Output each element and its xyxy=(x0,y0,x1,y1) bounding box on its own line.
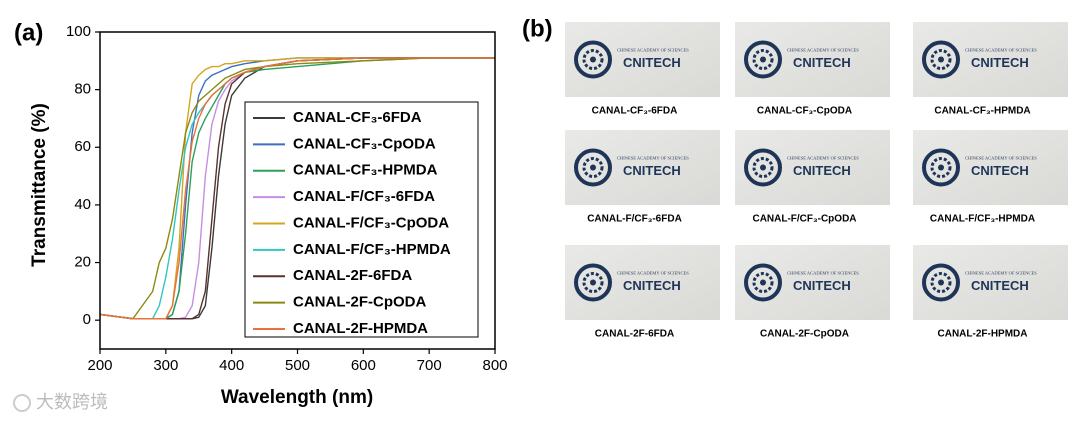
photo-caption: CANAL-2F-HPMDA xyxy=(938,329,1028,340)
photo-caption: CANAL-2F-CpODA xyxy=(760,329,849,340)
logo-ring xyxy=(574,263,612,302)
photo-logo: CNITECH xyxy=(623,163,681,178)
photo-org: CHINESE ACADEMY OF SCIENCES xyxy=(965,271,1037,276)
photo: CHINESE ACADEMY OF SCIENCES CNITECH xyxy=(735,130,890,205)
photo-caption: CANAL-CF₃-CpODA xyxy=(757,106,852,117)
x-tick-label: 800 xyxy=(482,357,507,374)
logo-core xyxy=(938,56,944,63)
photo: CHINESE ACADEMY OF SCIENCES CNITECH xyxy=(565,22,720,97)
x-tick-label: 300 xyxy=(153,357,178,374)
legend-label: CANAL-CF₃-CpODA xyxy=(293,135,436,152)
logo-ring xyxy=(744,40,782,79)
logo-inner xyxy=(582,157,604,178)
logo-inner xyxy=(930,272,952,293)
line xyxy=(99,57,495,320)
line xyxy=(99,57,495,320)
legend-label: CANAL-2F-6FDA xyxy=(293,267,412,284)
logo-core xyxy=(938,164,944,171)
logo-ring xyxy=(922,148,960,187)
photo-caption: CANAL-F/CF₃-HPMDA xyxy=(930,214,1035,225)
watermark: 大数跨境 xyxy=(36,392,108,412)
y-tick-label: 60 xyxy=(74,138,91,155)
logo-ring xyxy=(574,40,612,79)
photo: CHINESE ACADEMY OF SCIENCES CNITECH xyxy=(565,130,720,205)
photo-org: CHINESE ACADEMY OF SCIENCES xyxy=(787,271,859,276)
legend-label: CANAL-2F-CpODA xyxy=(293,294,426,311)
y-tick-label: 80 xyxy=(74,81,91,98)
legend-label: CANAL-CF₃-HPMDA xyxy=(293,162,438,179)
panel-label: (a) xyxy=(14,19,43,46)
photo-logo: CNITECH xyxy=(793,163,851,178)
legend-label: CANAL-F/CF₃-CpODA xyxy=(293,214,449,231)
x-tick-label: 700 xyxy=(417,357,442,374)
photo-logo: CNITECH xyxy=(793,278,851,293)
photo: CHINESE ACADEMY OF SCIENCES CNITECH xyxy=(913,22,1068,97)
logo-ring xyxy=(574,148,612,187)
logo-core xyxy=(938,279,944,286)
logo-inner xyxy=(752,49,774,70)
logo-inner xyxy=(930,49,952,70)
photo-org: CHINESE ACADEMY OF SCIENCES xyxy=(617,271,689,276)
photo-logo: CNITECH xyxy=(971,163,1029,178)
photo-logo: CNITECH xyxy=(623,278,681,293)
y-tick-label: 40 xyxy=(74,196,91,213)
photo-org: CHINESE ACADEMY OF SCIENCES xyxy=(965,156,1037,161)
y-axis-label: Transmittance (%) xyxy=(29,103,50,267)
photo-org: CHINESE ACADEMY OF SCIENCES xyxy=(965,48,1037,53)
photo-logo: CNITECH xyxy=(793,55,851,70)
logo-ring xyxy=(922,263,960,302)
photo-org: CHINESE ACADEMY OF SCIENCES xyxy=(617,156,689,161)
photo-logo: CNITECH xyxy=(623,55,681,70)
photo-caption: CANAL-CF₃-HPMDA xyxy=(934,106,1030,117)
photo-caption: CANAL-2F-6FDA xyxy=(595,329,674,340)
logo-ring xyxy=(744,263,782,302)
legend-box xyxy=(244,101,479,338)
x-tick-label: 200 xyxy=(87,357,112,374)
logo-core xyxy=(590,164,596,171)
photo: CHINESE ACADEMY OF SCIENCES CNITECH xyxy=(913,245,1068,320)
photo-logo: CNITECH xyxy=(971,55,1029,70)
panel-label: (b) xyxy=(522,15,553,42)
photo-org: CHINESE ACADEMY OF SCIENCES xyxy=(787,156,859,161)
x-tick-label: 600 xyxy=(351,357,376,374)
logo-core xyxy=(760,279,766,286)
x-tick-label: 400 xyxy=(219,357,244,374)
logo-inner xyxy=(930,157,952,178)
legend-label: CANAL-2F-HPMDA xyxy=(293,320,428,337)
logo-ring xyxy=(744,148,782,187)
photo-caption: CANAL-F/CF₃-6FDA xyxy=(587,214,682,225)
legend-label: CANAL-F/CF₃-HPMDA xyxy=(293,241,451,258)
y-tick-label: 0 xyxy=(83,311,91,328)
photo: CHINESE ACADEMY OF SCIENCES CNITECH xyxy=(735,22,890,97)
photo-caption: CANAL-CF₃-6FDA xyxy=(592,106,678,117)
logo-core xyxy=(760,164,766,171)
logo-inner xyxy=(752,272,774,293)
logo-core xyxy=(590,56,596,63)
legend-label: CANAL-CF₃-6FDA xyxy=(293,109,422,126)
logo-core xyxy=(590,279,596,286)
photo-logo: CNITECH xyxy=(971,278,1029,293)
photo-caption: CANAL-F/CF₃-CpODA xyxy=(752,214,856,225)
photo: CHINESE ACADEMY OF SCIENCES CNITECH xyxy=(735,245,890,320)
logo-ring xyxy=(922,40,960,79)
legend-label: CANAL-F/CF₃-6FDA xyxy=(293,188,435,205)
logo-inner xyxy=(752,157,774,178)
photo-org: CHINESE ACADEMY OF SCIENCES xyxy=(617,48,689,53)
y-tick-label: 100 xyxy=(66,23,91,40)
logo-inner xyxy=(582,49,604,70)
x-axis-label: Wavelength (nm) xyxy=(221,387,373,408)
logo-inner xyxy=(582,272,604,293)
watermark-icon xyxy=(13,394,31,412)
logo-core xyxy=(760,56,766,63)
y-tick-label: 20 xyxy=(74,254,91,271)
photo: CHINESE ACADEMY OF SCIENCES CNITECH xyxy=(565,245,720,320)
photo-org: CHINESE ACADEMY OF SCIENCES xyxy=(787,48,859,53)
photo: CHINESE ACADEMY OF SCIENCES CNITECH xyxy=(913,130,1068,205)
x-tick-label: 500 xyxy=(285,357,310,374)
